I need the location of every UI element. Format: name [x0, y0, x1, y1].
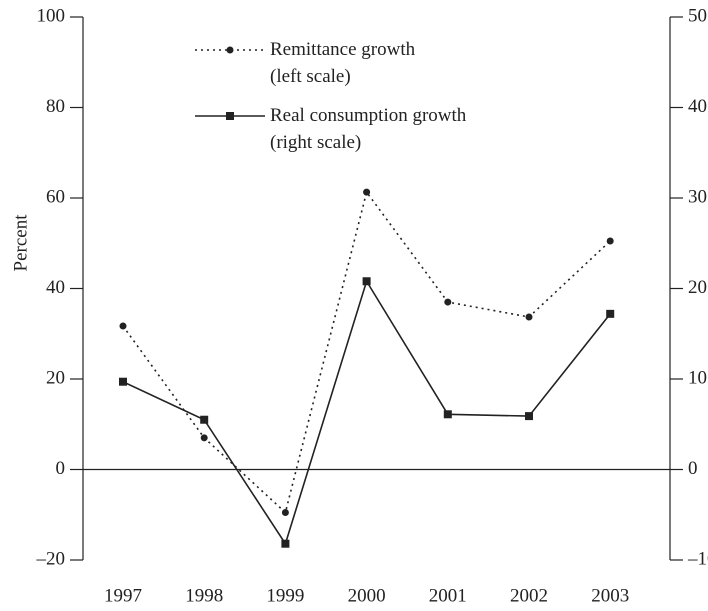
y-tick-label: 100: [37, 5, 66, 26]
y-tick-label: 60: [46, 186, 65, 207]
y-axis-title: Percent: [10, 214, 31, 272]
point: [444, 298, 452, 306]
x-tick-label: 1998: [185, 585, 223, 606]
y-tick-label: 0: [56, 458, 66, 479]
y2-tick-label: 20: [688, 277, 707, 298]
series-line: [122, 190, 611, 514]
point: [119, 377, 127, 386]
legend-marker: [226, 112, 234, 120]
x-tick-label: 2000: [348, 585, 386, 606]
point: [362, 277, 371, 286]
x-tick-label: 1999: [266, 585, 304, 606]
point: [525, 412, 533, 421]
x-tick-label: 2002: [510, 585, 548, 606]
point: [119, 322, 127, 330]
y-tick-label: 40: [46, 277, 65, 298]
point: [200, 434, 208, 442]
y2-tick-label: 30: [688, 186, 707, 207]
y-tick-label: 80: [46, 96, 65, 117]
series-line: [122, 279, 611, 546]
x-tick-label: 2001: [429, 585, 467, 606]
y2-tick-label: 50: [688, 5, 707, 26]
point: [281, 539, 290, 548]
point: [525, 313, 533, 321]
point: [200, 415, 209, 424]
y2-tick-label: 10: [688, 367, 707, 388]
point: [606, 237, 614, 245]
legend-label: Real consumption growth (right scale): [270, 105, 467, 153]
point: [363, 188, 371, 196]
y-tick-label: –20: [36, 548, 66, 569]
y2-tick-label: 40: [688, 96, 707, 117]
point: [443, 410, 452, 419]
x-tick-label: 2003: [591, 585, 629, 606]
y-tick-label: 20: [46, 367, 65, 388]
point: [606, 309, 615, 318]
x-tick-label: 1997: [104, 585, 142, 606]
legend-marker: [226, 46, 234, 54]
y2-tick-label: 0: [688, 458, 698, 479]
point: [281, 508, 289, 516]
legend-label: Remittance growth (left scale): [270, 39, 416, 87]
y2-tick-label: –10: [687, 548, 708, 569]
